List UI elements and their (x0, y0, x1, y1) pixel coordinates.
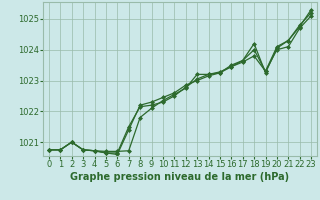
X-axis label: Graphe pression niveau de la mer (hPa): Graphe pression niveau de la mer (hPa) (70, 172, 290, 182)
